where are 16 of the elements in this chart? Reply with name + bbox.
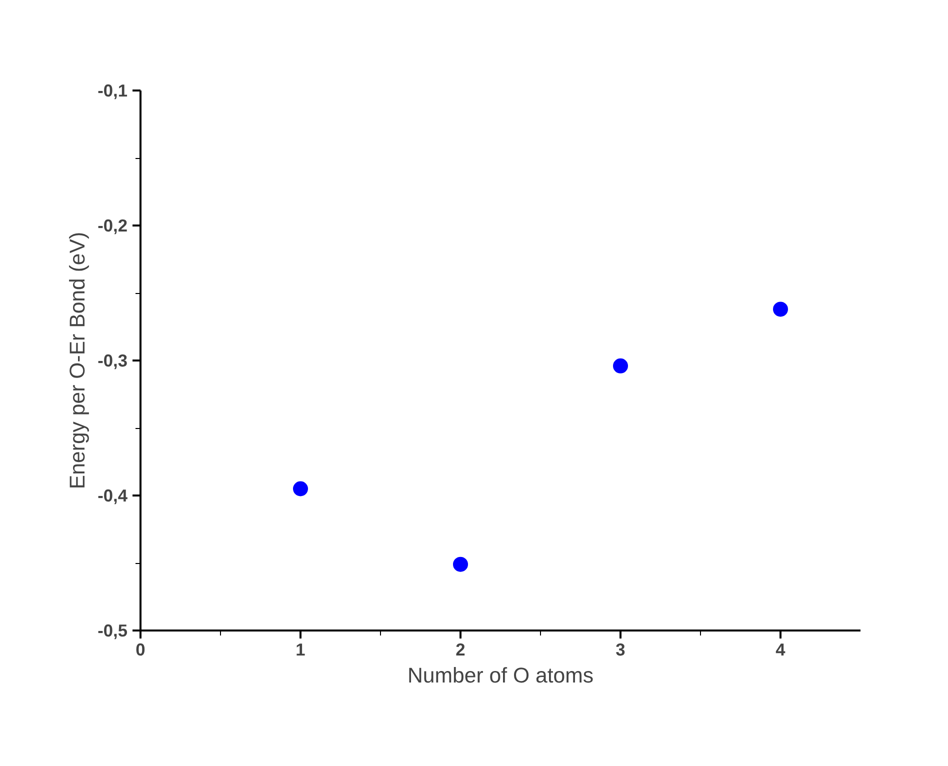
x-tick-label: 1 xyxy=(296,640,306,660)
point xyxy=(613,358,628,374)
x-tick-label: 3 xyxy=(616,640,626,660)
y-tick-label: -0,5 xyxy=(98,620,128,640)
y-tick-label: -0,2 xyxy=(98,216,128,236)
x-tick-label: 2 xyxy=(456,640,466,660)
point xyxy=(453,556,468,572)
x-axis-title: Number of O atoms xyxy=(407,664,594,688)
y-axis-title: Energy per O-Er Bond (eV) xyxy=(66,232,90,490)
x-tick-label: 0 xyxy=(136,640,146,660)
point xyxy=(293,481,308,496)
x-tick-label: 4 xyxy=(776,640,786,660)
y-tick-label: -0,3 xyxy=(98,350,128,370)
point xyxy=(773,302,788,317)
y-tick-label: -0,1 xyxy=(98,80,128,100)
y-tick-label: -0,4 xyxy=(98,486,128,506)
